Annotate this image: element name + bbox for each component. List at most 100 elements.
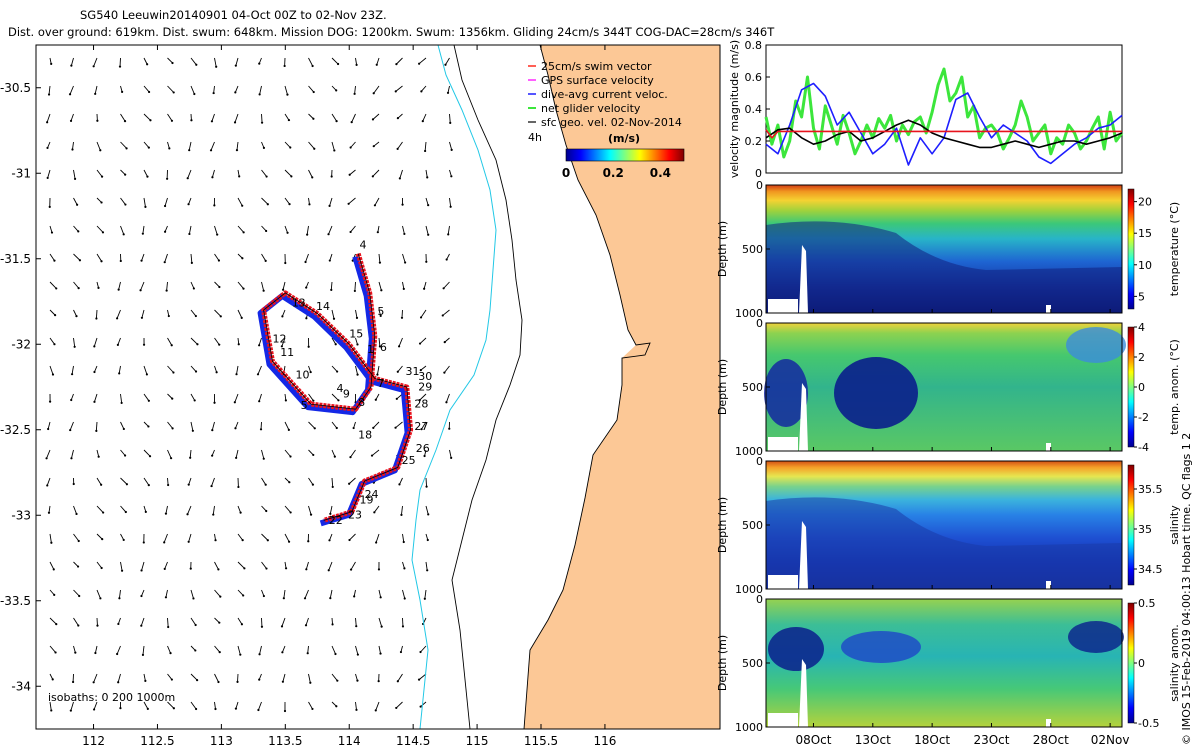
- vector-arrow-head: [141, 232, 144, 235]
- day-label: 4: [336, 382, 343, 395]
- vector-arrow: [143, 449, 151, 457]
- lon-tick-label: 114: [338, 734, 361, 748]
- vector-arrow-head: [215, 371, 218, 374]
- day-label: 5: [377, 305, 384, 318]
- vector-arrow-head: [312, 117, 315, 120]
- depth-tick-label: 0: [756, 179, 763, 192]
- vector-arrow-head: [447, 233, 450, 236]
- section-ylabel: Depth (m): [716, 221, 729, 277]
- vector-arrow: [281, 309, 286, 317]
- vector-arrow-head: [124, 510, 127, 514]
- vector-arrow-head: [187, 483, 190, 486]
- vector-arrow-head: [120, 401, 123, 405]
- vector-arrow-head: [147, 425, 150, 428]
- speed-colorbar-ticks: 0 0.2 0.4: [562, 166, 671, 180]
- vector-arrow: [142, 645, 145, 655]
- vector-arrow: [143, 113, 151, 121]
- vector-arrow-head: [95, 429, 98, 432]
- vector-arrow-head: [348, 482, 351, 485]
- vector-arrow: [306, 225, 309, 235]
- vector-arrow: [305, 253, 309, 263]
- vector-arrow-head: [118, 372, 121, 375]
- vector-arrow-head: [146, 707, 149, 710]
- vector-arrow-head: [192, 597, 195, 600]
- vector-arrow-head: [76, 565, 80, 568]
- vector-arrow: [442, 309, 450, 316]
- vector-arrow: [120, 113, 126, 122]
- vector-arrow: [330, 281, 333, 290]
- vector-arrow: [402, 281, 405, 289]
- vector-arrow-head: [370, 454, 374, 457]
- vector-arrow: [212, 169, 215, 178]
- vector-arrow: [73, 281, 79, 289]
- vector-arrow-head: [213, 401, 216, 404]
- day-label: 30: [418, 370, 432, 383]
- vector-arrow: [188, 533, 192, 542]
- section-ylabel: Depth (m): [716, 497, 729, 553]
- vector-arrow: [237, 533, 244, 541]
- vector-arrow-head: [169, 652, 172, 655]
- vector-arrow: [396, 57, 403, 65]
- vector-arrow: [210, 141, 215, 151]
- vector-arrow-head: [92, 681, 95, 684]
- day-label: 25: [402, 454, 416, 467]
- vector-arrow: [49, 561, 55, 570]
- vector-arrow: [237, 561, 245, 569]
- map-legend: 25cm/s swim vector GPS surface velocity …: [528, 60, 685, 180]
- vector-arrow: [189, 449, 192, 458]
- vector-arrow-head: [195, 63, 198, 66]
- vector-arrow-head: [312, 90, 315, 94]
- vector-arrow-head: [76, 203, 79, 206]
- vector-arrow-head: [94, 651, 97, 655]
- vector-arrow: [397, 365, 403, 373]
- vector-arrow: [71, 365, 74, 375]
- vector-arrow: [421, 85, 427, 92]
- vector-arrow: [355, 673, 358, 681]
- day-label: 31: [405, 365, 419, 378]
- vector-arrow-head: [171, 61, 174, 65]
- vector-arrow-head: [48, 205, 51, 208]
- day-label: 15: [349, 327, 363, 340]
- vector-arrow-head: [169, 457, 173, 460]
- vector-arrow: [449, 113, 451, 123]
- vector-arrow-head: [258, 400, 261, 403]
- vector-arrow: [425, 225, 429, 235]
- vector-arrow-head: [100, 483, 103, 486]
- vector-arrow: [284, 421, 290, 431]
- vector-arrow-head: [280, 625, 284, 628]
- vector-arrow: [73, 505, 77, 515]
- vector-arrow: [331, 393, 339, 401]
- vector-arrow: [234, 85, 239, 93]
- lon-tick-label: 113.5: [268, 734, 302, 748]
- vector-arrow: [308, 701, 313, 710]
- vector-arrow: [190, 617, 197, 626]
- vector-arrow-head: [239, 511, 242, 514]
- vector-arrow-head: [306, 652, 309, 655]
- vector-arrow: [355, 617, 357, 627]
- vector-arrow-head: [333, 149, 336, 152]
- vector-arrow: [449, 197, 452, 207]
- vector-arrow-head: [281, 315, 284, 318]
- vector-arrow: [190, 85, 195, 95]
- vector-arrow-head: [396, 147, 399, 150]
- vector-arrow-head: [210, 120, 214, 123]
- vector-arrow-head: [241, 539, 244, 542]
- vector-arrow-head: [170, 678, 173, 681]
- fresh-anomaly-east: [1068, 621, 1124, 653]
- cold-anomaly-core: [834, 357, 918, 429]
- vector-arrow-head: [397, 345, 401, 348]
- vector-arrow-head: [217, 680, 220, 684]
- vector-arrow-head: [172, 371, 175, 374]
- vector-arrow: [164, 561, 168, 570]
- vector-arrow: [47, 169, 51, 179]
- lat-tick-label: -32.5: [0, 423, 31, 437]
- vector-arrow: [308, 505, 312, 515]
- vector-arrow: [328, 561, 333, 571]
- vector-arrow-head: [124, 173, 127, 176]
- vector-arrow-head: [328, 204, 331, 207]
- vector-arrow-head: [356, 373, 359, 376]
- vector-arrow: [284, 113, 290, 121]
- vector-arrow-head: [445, 401, 448, 404]
- vector-arrow-head: [69, 428, 72, 432]
- vector-arrow: [235, 701, 239, 709]
